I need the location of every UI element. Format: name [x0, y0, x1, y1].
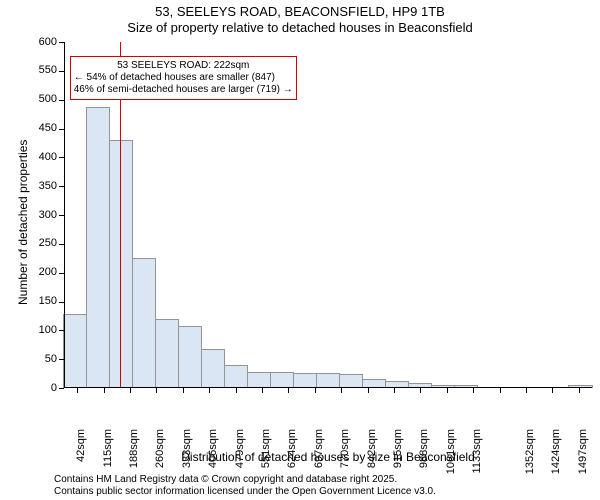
footer-attribution: Contains HM Land Registry data © Crown c… — [54, 474, 436, 498]
x-tick — [77, 388, 78, 393]
histogram-bar — [316, 373, 340, 388]
y-tick — [59, 129, 64, 130]
x-tick — [183, 388, 184, 393]
x-tick — [315, 388, 316, 393]
annotation-line: 46% of semi-detached houses are larger (… — [74, 84, 293, 96]
x-axis-line — [64, 387, 592, 388]
x-tick — [209, 388, 210, 393]
x-tick — [368, 388, 369, 393]
histogram-bar — [247, 372, 271, 388]
histogram-bar — [178, 326, 202, 388]
y-tick — [59, 71, 64, 72]
y-tick — [59, 388, 64, 389]
histogram-bar — [270, 372, 294, 388]
page-title-line1: 53, SEELEYS ROAD, BEACONSFIELD, HP9 1TB — [0, 4, 600, 19]
y-tick — [59, 330, 64, 331]
y-tick — [59, 157, 64, 158]
y-tick-label: 500 — [23, 93, 57, 105]
y-tick — [59, 42, 64, 43]
x-tick — [104, 388, 105, 393]
y-tick — [59, 186, 64, 187]
histogram-bar — [201, 349, 225, 388]
y-tick-label: 450 — [23, 122, 57, 134]
y-tick-label: 0 — [23, 382, 57, 394]
histogram-bar — [86, 107, 110, 388]
x-tick — [552, 388, 553, 393]
x-axis-title: Distribution of detached houses by size … — [64, 450, 592, 464]
x-tick — [500, 388, 501, 393]
x-tick — [473, 388, 474, 393]
y-axis-title: Number of detached properties — [16, 140, 30, 305]
y-tick — [59, 302, 64, 303]
y-tick — [59, 100, 64, 101]
y-tick — [59, 215, 64, 216]
histogram-bar — [63, 314, 87, 388]
histogram-bar — [224, 365, 248, 388]
histogram-plot: 53 SEELEYS ROAD: 222sqm← 54% of detached… — [64, 42, 592, 388]
x-tick — [526, 388, 527, 393]
x-tick — [130, 388, 131, 393]
x-tick — [420, 388, 421, 393]
histogram-bar — [339, 374, 363, 388]
y-tick-label: 50 — [23, 353, 57, 365]
footer-line: Contains public sector information licen… — [54, 486, 436, 498]
y-tick-label: 100 — [23, 324, 57, 336]
y-tick-label: 600 — [23, 36, 57, 48]
x-tick — [341, 388, 342, 393]
x-tick — [288, 388, 289, 393]
y-axis-line — [64, 42, 65, 388]
x-tick — [579, 388, 580, 393]
annotation-line: ← 54% of detached houses are smaller (84… — [74, 72, 293, 84]
y-tick — [59, 359, 64, 360]
x-tick — [394, 388, 395, 393]
annotation-line: 53 SEELEYS ROAD: 222sqm — [74, 60, 293, 72]
histogram-bar — [293, 373, 317, 388]
x-tick — [447, 388, 448, 393]
histogram-bar — [155, 319, 179, 388]
annotation-box: 53 SEELEYS ROAD: 222sqm← 54% of detached… — [70, 56, 297, 100]
y-tick — [59, 273, 64, 274]
x-tick — [156, 388, 157, 393]
histogram-bar — [132, 258, 156, 388]
y-tick-label: 550 — [23, 64, 57, 76]
page-title-line2: Size of property relative to detached ho… — [0, 20, 600, 35]
footer-line: Contains HM Land Registry data © Crown c… — [54, 474, 436, 486]
y-tick — [59, 244, 64, 245]
x-tick — [236, 388, 237, 393]
x-tick — [262, 388, 263, 393]
